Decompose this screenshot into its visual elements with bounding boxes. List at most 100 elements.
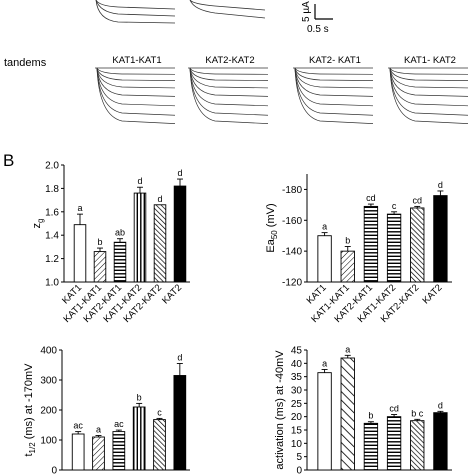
bar: [386, 416, 402, 471]
y-tick-label: 30: [291, 386, 303, 397]
current-trace: [189, 67, 269, 97]
bar: [112, 431, 126, 471]
y-tick-label: 1.4: [45, 231, 59, 242]
current-trace: [96, 67, 176, 124]
bar: [386, 213, 402, 283]
y-tick-label: 1.8: [45, 184, 59, 195]
y-axis-label: activation (ms) at -40mV: [274, 350, 286, 470]
bar: [173, 185, 187, 283]
bar: [317, 372, 332, 471]
tandem-trace-group: [388, 67, 469, 124]
tandem-name: KAT1- KAT2: [404, 55, 456, 66]
current-trace: [96, 67, 176, 107]
y-tick-label: 300: [40, 376, 57, 387]
y-tick-label: 100: [40, 436, 57, 447]
y-tick-label: 40: [291, 359, 303, 370]
bar: [132, 406, 146, 471]
y-tick-label: 20: [291, 412, 303, 423]
y-tick-label: 0: [51, 466, 57, 474]
significance-label: c: [392, 201, 397, 211]
traces-top-row: [95, 0, 266, 24]
scale-bar: 5 µA 0.5 s: [301, 1, 333, 35]
current-trace: [389, 67, 469, 75]
bar: [363, 422, 379, 471]
current-trace: [294, 67, 374, 124]
significance-label: cd: [389, 404, 399, 414]
y-tick-label: 2.0: [45, 161, 59, 172]
current-trace: [96, 67, 176, 75]
y-axis-label-main: t: [23, 453, 35, 456]
significance-label: b: [368, 411, 373, 421]
tandem-name: KAT1-KAT1: [112, 55, 161, 66]
y-tick-label: 10: [291, 439, 303, 450]
bar: [92, 436, 105, 471]
significance-label: b: [345, 236, 350, 246]
category-label: KAT2: [160, 282, 184, 306]
significance-label: d: [438, 400, 443, 410]
significance-label: a: [345, 344, 350, 354]
current-trace: [189, 67, 269, 116]
y-axis-label-sub: 50: [270, 230, 279, 239]
bar: [173, 375, 187, 471]
significance-label: cd: [366, 193, 376, 203]
significance-label: a: [322, 358, 327, 368]
tandem-traces: [95, 67, 469, 124]
tandem-trace-group: [188, 67, 269, 124]
significance-label: a: [96, 425, 101, 435]
bar: [317, 235, 332, 283]
y-tick-label: 1.2: [45, 254, 59, 265]
y-tick-label: 0: [296, 466, 302, 474]
significance-label: c: [157, 407, 162, 417]
y-axis-label-main: Ea: [265, 238, 277, 252]
bar: [340, 357, 355, 471]
y-tick-label: 200: [40, 406, 57, 417]
y-axis-label-unit: (ms) at -170mV: [23, 363, 35, 443]
significance-label: d: [177, 168, 182, 178]
chart-4: 0 5 10 15 20 25 30 35 40 45 activation (ms) at -40…: [274, 344, 452, 474]
tandem-name: KAT2- KAT1: [309, 55, 361, 66]
charts: 1.01.21.41.61.82.0zgaKAT1bKAT1-KAT1abKAT…: [23, 161, 452, 474]
y-tick-label: 45: [291, 346, 303, 357]
y-tick-label: 400: [40, 346, 57, 357]
y-tick-label: -160: [282, 216, 302, 227]
current-trace: [389, 67, 469, 116]
y-axis-label-sub: 1/2: [28, 442, 37, 454]
current-trace: [189, 67, 269, 107]
y-axis-label-main: z: [31, 223, 43, 229]
current-trace: [389, 67, 469, 97]
current-trace: [189, 67, 269, 75]
significance-label: b c: [411, 408, 424, 418]
bar: [133, 192, 147, 283]
y-axis-label: t1/2 (ms) at -170mV: [23, 363, 37, 457]
significance-label: d: [177, 353, 182, 363]
significance-label: ab: [115, 228, 125, 238]
significance-label: b: [97, 237, 102, 247]
tandems-row-label: tandems: [4, 57, 47, 69]
y-tick-label: 25: [291, 399, 303, 410]
significance-label: d: [438, 180, 443, 190]
y-axis-label-unit: (mV): [265, 203, 277, 230]
scale-current-label: 5 µA: [301, 1, 312, 22]
y-tick-label: -180: [282, 185, 302, 196]
bar: [153, 419, 166, 471]
y-tick-label: 15: [291, 426, 303, 437]
chart-1: 1.01.21.41.61.82.0zgaKAT1bKAT1-KAT1abKAT…: [31, 161, 190, 325]
scale-time-label: 0.5 s: [307, 24, 329, 35]
bar: [73, 224, 87, 283]
current-trace: [389, 67, 469, 124]
bar: [433, 195, 448, 283]
bar: [113, 241, 127, 283]
significance-label: a: [322, 222, 327, 232]
bar: [433, 412, 448, 471]
panel-label: B: [3, 151, 14, 170]
bar: [153, 204, 167, 283]
current-trace: [96, 67, 176, 97]
current-trace: [189, 67, 269, 124]
significance-label: d: [137, 176, 142, 186]
tandem-names: KAT1-KAT1 KAT2-KAT2 KAT2- KAT1 KAT1- KAT2: [112, 55, 456, 66]
bar: [71, 433, 85, 471]
current-trace: [294, 67, 374, 75]
